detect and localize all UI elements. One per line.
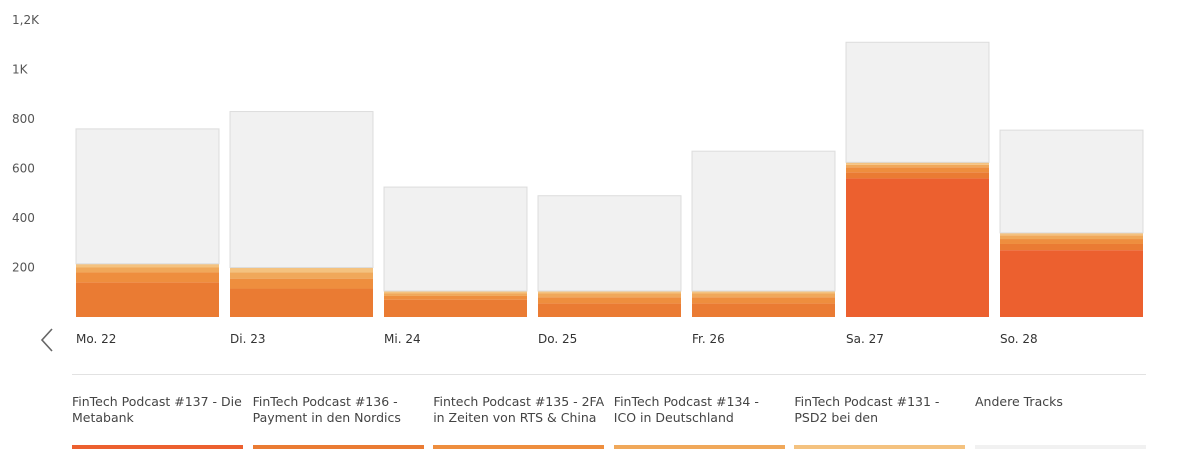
bar-segment[interactable] <box>537 195 682 292</box>
bar-segment[interactable] <box>692 293 835 298</box>
bar-segment[interactable] <box>538 293 681 298</box>
bar-segment[interactable] <box>383 186 528 292</box>
bar-segment[interactable] <box>999 129 1144 234</box>
x-tick-label: Mo. 22 <box>76 332 116 346</box>
legend-label: FinTech Podcast #137 - Die Metabank <box>72 394 242 425</box>
x-tick-label: Do. 25 <box>538 332 577 346</box>
x-tick-label: Sa. 27 <box>846 332 884 346</box>
bar-segment[interactable] <box>76 263 219 268</box>
legend-label: FinTech Podcast #131 - PSD2 bei den <box>794 394 940 425</box>
legend-item[interactable]: FinTech Podcast #134 - ICO in Deutschlan… <box>613 394 785 450</box>
bar-segment[interactable] <box>384 299 527 317</box>
bar-segment[interactable] <box>846 178 989 317</box>
bar-segment[interactable] <box>846 162 989 165</box>
y-tick-label: 200 <box>12 261 35 275</box>
legend: FinTech Podcast #137 - Die Metabank FinTe… <box>72 394 1146 454</box>
bar-segment[interactable] <box>76 267 219 273</box>
legend-label: FinTech Podcast #134 - ICO in Deutschlan… <box>613 394 759 425</box>
bar-segment[interactable] <box>76 272 219 283</box>
x-tick-label: Fr. 26 <box>692 332 725 346</box>
bar-segment[interactable] <box>846 164 989 168</box>
bar-segment[interactable] <box>230 267 373 273</box>
bar-segment[interactable] <box>75 128 220 265</box>
y-tick-label: 600 <box>12 162 35 176</box>
x-axis: Mo. 22 Di. 23 Mi. 24 Do. 25 Fr. 26 Sa. 27 So. … <box>76 332 1038 346</box>
legend-item[interactable]: FinTech Podcast #131 - PSD2 bei den <box>794 394 966 450</box>
bar-segment[interactable] <box>1000 239 1143 244</box>
x-tick-label: Mi. 24 <box>384 332 421 346</box>
chevron-left-icon[interactable] <box>36 326 60 354</box>
bar-segment[interactable] <box>229 111 374 268</box>
legend-color-bar <box>433 445 605 449</box>
bar-segment[interactable] <box>845 41 990 163</box>
stacked-bar-chart: 200 400 600 800 1K 1,2K Mo. 22 Di. 23 Mi. 24 Do.… <box>12 13 1144 346</box>
legend-color-bar <box>252 445 424 449</box>
y-tick-label: 1,2K <box>12 13 40 27</box>
bar-segment[interactable] <box>692 297 835 304</box>
legend-label: Andere Tracks <box>975 394 1063 409</box>
legend-label: FinTech Podcast #136 - Payment in den No… <box>252 394 401 425</box>
bar-segment[interactable] <box>538 291 681 294</box>
y-tick-label: 1K <box>12 63 29 77</box>
bar-segment[interactable] <box>1000 250 1143 317</box>
y-tick-label: 800 <box>12 112 35 126</box>
legend-item[interactable]: FinTech Podcast #136 - Payment in den No… <box>252 394 424 450</box>
legend-label: Fintech Podcast #135 - 2FA in Zeiten von… <box>433 394 605 425</box>
bar-segment[interactable] <box>76 282 219 317</box>
bar-segment[interactable] <box>384 295 527 300</box>
y-tick-label: 400 <box>12 211 35 225</box>
legend-color-bar <box>794 445 966 449</box>
x-tick-label: Di. 23 <box>230 332 265 346</box>
legend-color-bar <box>72 445 243 449</box>
bar-segment[interactable] <box>384 291 527 294</box>
bar-segment[interactable] <box>230 272 373 279</box>
bar-segment[interactable] <box>846 172 989 179</box>
bar-segment[interactable] <box>1000 235 1143 240</box>
bar-segment[interactable] <box>1000 232 1143 236</box>
bar-segment[interactable] <box>538 303 681 317</box>
bar-segment[interactable] <box>384 293 527 296</box>
bars-group <box>75 41 1144 317</box>
legend-color-bar <box>613 445 785 449</box>
bar-segment[interactable] <box>691 150 836 292</box>
bar-segment[interactable] <box>846 167 989 173</box>
bar-segment[interactable] <box>230 288 373 317</box>
legend-item[interactable]: FinTech Podcast #137 - Die Metabank <box>72 394 243 450</box>
bar-segment[interactable] <box>1000 243 1143 251</box>
legend-color-bar <box>975 445 1146 449</box>
bar-segment[interactable] <box>692 291 835 294</box>
bar-segment[interactable] <box>538 297 681 304</box>
x-tick-label: So. 28 <box>1000 332 1038 346</box>
bar-segment[interactable] <box>692 303 835 317</box>
legend-item[interactable]: Fintech Podcast #135 - 2FA in Zeiten von… <box>433 394 605 450</box>
legend-divider <box>72 374 1146 375</box>
y-axis: 200 400 600 800 1K 1,2K <box>12 13 40 275</box>
legend-item[interactable]: Andere Tracks <box>975 394 1146 450</box>
bar-segment[interactable] <box>230 278 373 289</box>
